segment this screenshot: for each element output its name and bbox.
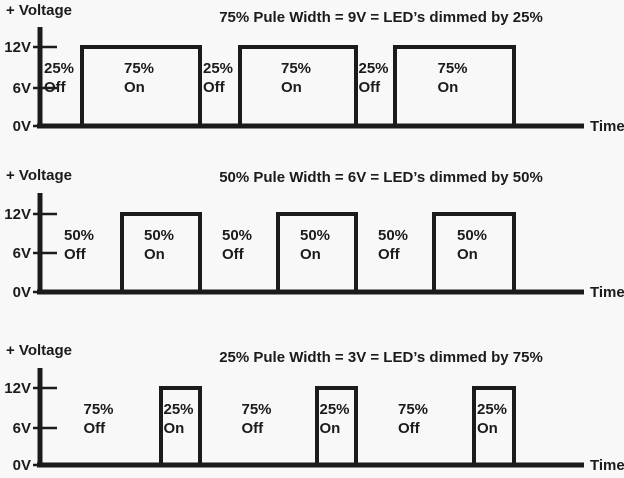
off-percent-label: 50% xyxy=(64,227,94,244)
on-word-label: On xyxy=(300,246,321,263)
voltage-axis-label: + Voltage xyxy=(6,2,72,19)
off-percent-label: 50% xyxy=(378,227,408,244)
on-percent-label: 75% xyxy=(438,60,468,77)
tick-label-12v: 12V xyxy=(4,206,31,223)
off-word-label: Off xyxy=(359,79,382,96)
pulse-rect xyxy=(472,386,516,467)
pulse-rect xyxy=(315,386,358,467)
off-word-label: Off xyxy=(203,79,226,96)
pulse-rect xyxy=(80,45,202,128)
time-axis-label: Time xyxy=(590,284,624,301)
on-percent-label: 50% xyxy=(144,227,174,244)
off-word-label: Off xyxy=(378,246,401,263)
tick-label-0v: 0V xyxy=(13,284,31,301)
panel-title: 25% Pule Width = 3V = LED’s dimmed by 75… xyxy=(219,349,543,366)
pulse-rect xyxy=(159,386,202,467)
voltage-axis-label: + Voltage xyxy=(6,342,72,359)
on-percent-label: 25% xyxy=(477,401,507,418)
pulse-rect xyxy=(276,212,358,294)
tick-label-12v: 12V xyxy=(4,39,31,56)
pulse-rect xyxy=(432,212,516,294)
tick-label-6v: 6V xyxy=(13,80,31,97)
on-word-label: On xyxy=(457,246,478,263)
voltage-axis-label: + Voltage xyxy=(6,167,72,184)
tick-label-6v: 6V xyxy=(13,245,31,262)
on-word-label: On xyxy=(477,420,498,437)
off-percent-label: 50% xyxy=(222,227,252,244)
on-percent-label: 50% xyxy=(457,227,487,244)
on-word-label: On xyxy=(164,420,185,437)
tick-label-6v: 6V xyxy=(13,420,31,437)
off-percent-label: 25% xyxy=(44,60,74,77)
off-percent-label: 75% xyxy=(242,401,272,418)
off-percent-label: 75% xyxy=(84,401,114,418)
time-axis-label: Time xyxy=(590,457,624,474)
off-word-label: Off xyxy=(44,79,67,96)
off-word-label: Off xyxy=(242,420,265,437)
panel-title: 75% Pule Width = 9V = LED’s dimmed by 25… xyxy=(219,9,543,26)
panel-title: 50% Pule Width = 6V = LED’s dimmed by 50… xyxy=(219,169,543,186)
on-word-label: On xyxy=(144,246,165,263)
on-word-label: On xyxy=(438,79,459,96)
tick-label-0v: 0V xyxy=(13,118,31,135)
off-percent-label: 25% xyxy=(359,60,389,77)
pulse-rect xyxy=(120,212,202,294)
on-percent-label: 50% xyxy=(300,227,330,244)
on-word-label: On xyxy=(124,79,145,96)
panel-25-percent-pulse-width: + Voltage 25% Pule Width = 3V = LED’s dim… xyxy=(4,342,624,474)
off-word-label: Off xyxy=(84,420,107,437)
on-word-label: On xyxy=(320,420,341,437)
off-word-label: Off xyxy=(398,420,421,437)
off-percent-label: 75% xyxy=(398,401,428,418)
on-percent-label: 75% xyxy=(281,60,311,77)
off-word-label: Off xyxy=(222,246,245,263)
off-word-label: Off xyxy=(64,246,87,263)
pulse-rect xyxy=(393,45,516,128)
on-percent-label: 25% xyxy=(164,401,194,418)
time-axis-label: Time xyxy=(590,118,624,135)
tick-label-0v: 0V xyxy=(13,457,31,474)
on-percent-label: 75% xyxy=(124,60,154,77)
panel-50-percent-pulse-width: + Voltage 50% Pule Width = 6V = LED’s dim… xyxy=(4,167,624,301)
on-percent-label: 25% xyxy=(320,401,350,418)
panel-75-percent-pulse-width: + Voltage 75% Pule Width = 9V = LED’s dim… xyxy=(4,2,624,135)
on-word-label: On xyxy=(281,79,302,96)
pulse-rect xyxy=(238,45,358,128)
tick-label-12v: 12V xyxy=(4,380,31,397)
off-percent-label: 25% xyxy=(203,60,233,77)
